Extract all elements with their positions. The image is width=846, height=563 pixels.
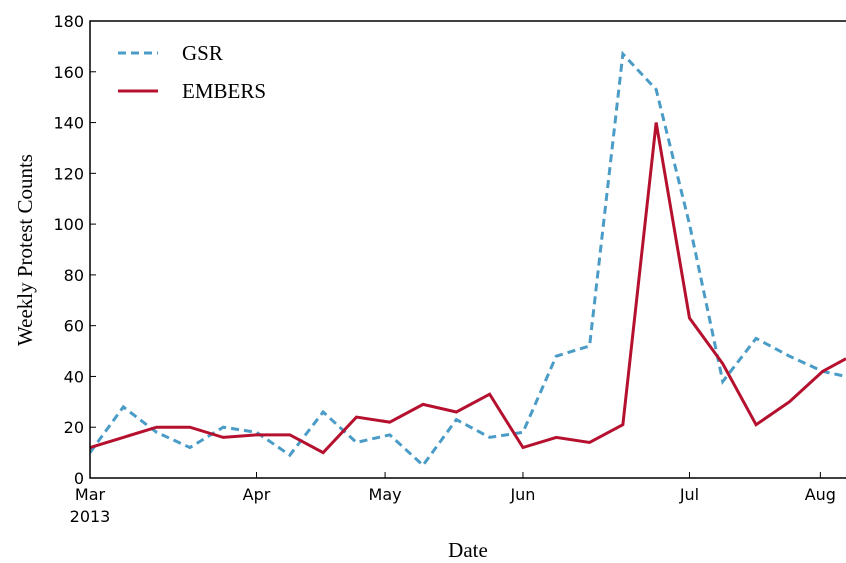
- x-tick-label: May: [369, 485, 402, 504]
- x-tick-sublabel: 2013: [70, 507, 111, 526]
- series-line: [90, 50, 846, 468]
- x-tick-label: Jun: [509, 485, 535, 504]
- plot-frame: [89, 20, 846, 479]
- x-tick-label: Apr: [243, 485, 271, 504]
- x-tick-label: Mar: [75, 485, 106, 504]
- y-tick-label: 120: [53, 164, 84, 183]
- y-tick-label: 140: [53, 114, 84, 133]
- x-tick-label: Jul: [679, 485, 699, 504]
- y-tick-label: 80: [64, 266, 84, 285]
- y-tick-label: 20: [64, 418, 84, 437]
- y-axis-label: Weekly Protest Counts: [13, 154, 37, 346]
- y-tick-label: 40: [64, 367, 84, 386]
- y-tick-label: 0: [74, 469, 84, 488]
- legend-label: GSR: [182, 41, 223, 65]
- legend-label: EMBERS: [182, 79, 266, 103]
- y-tick-label: 100: [53, 215, 84, 234]
- y-tick-label: 60: [64, 317, 84, 336]
- x-axis-label: Date: [448, 538, 488, 562]
- series-line: [90, 122, 846, 455]
- y-tick-label: 160: [53, 63, 84, 82]
- x-tick-label: Aug: [805, 485, 836, 504]
- y-tick-label: 180: [53, 12, 84, 31]
